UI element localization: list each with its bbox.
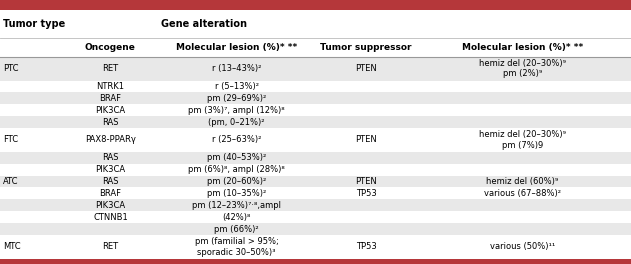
Text: CTNNB1: CTNNB1 [93, 213, 128, 222]
Text: MTC: MTC [3, 242, 21, 251]
Bar [0, 199, 631, 211]
Bar [0, 92, 631, 104]
Text: (42%)⁸: (42%)⁸ [223, 213, 251, 222]
Text: r (25–63%)²: r (25–63%)² [212, 135, 261, 144]
Bar [0, 235, 631, 259]
Text: pm (3%)⁷, ampl (12%)⁸: pm (3%)⁷, ampl (12%)⁸ [188, 106, 285, 115]
Bar [0, 259, 631, 264]
Text: TP53: TP53 [356, 189, 376, 198]
Text: NTRK1: NTRK1 [97, 82, 124, 91]
Bar [0, 128, 631, 152]
Bar [0, 116, 631, 128]
Bar [0, 223, 631, 235]
Text: pm (familial > 95%;
sporadic 30–50%)³: pm (familial > 95%; sporadic 30–50%)³ [195, 237, 278, 257]
Text: PIK3CA: PIK3CA [95, 201, 126, 210]
Text: PAX8-PPARγ: PAX8-PPARγ [85, 135, 136, 144]
Text: r (5–13%)²: r (5–13%)² [215, 82, 259, 91]
Bar [0, 176, 631, 187]
Text: pm (40–53%)²: pm (40–53%)² [207, 153, 266, 162]
Text: (pm, 0–21%)²: (pm, 0–21%)² [208, 117, 265, 127]
Text: hemiz del (60%)⁹: hemiz del (60%)⁹ [486, 177, 558, 186]
Bar [0, 187, 631, 199]
Text: PTEN: PTEN [355, 135, 377, 144]
Text: pm (12–23%)⁷·⁸,ampl: pm (12–23%)⁷·⁸,ampl [192, 201, 281, 210]
Bar [0, 104, 631, 116]
Text: hemiz del (20–30%)⁹
pm (2%)⁹: hemiz del (20–30%)⁹ pm (2%)⁹ [479, 59, 565, 78]
Text: ATC: ATC [3, 177, 19, 186]
Bar [0, 211, 631, 223]
Text: FTC: FTC [3, 135, 18, 144]
Text: pm (66%)²: pm (66%)² [215, 224, 259, 234]
Text: RET: RET [102, 64, 119, 73]
Text: Molecular lesion (%)* **: Molecular lesion (%)* ** [461, 43, 583, 52]
Bar [0, 57, 631, 81]
Text: Tumor suppressor: Tumor suppressor [320, 43, 412, 52]
Text: RAS: RAS [102, 177, 119, 186]
Text: RET: RET [102, 242, 119, 251]
Text: various (67–88%)²: various (67–88%)² [483, 189, 561, 198]
Text: r (13–43%)²: r (13–43%)² [212, 64, 261, 73]
Text: Tumor type: Tumor type [3, 19, 66, 29]
Bar [0, 152, 631, 164]
Text: PTEN: PTEN [355, 64, 377, 73]
Text: pm (29–69%)²: pm (29–69%)² [207, 94, 266, 103]
Text: pm (6%)⁸, ampl (28%)⁸: pm (6%)⁸, ampl (28%)⁸ [188, 165, 285, 174]
Bar [0, 164, 631, 176]
Text: pm (10–35%)²: pm (10–35%)² [207, 189, 266, 198]
Text: Oncogene: Oncogene [85, 43, 136, 52]
Bar [0, 0, 631, 10]
Text: PTC: PTC [3, 64, 19, 73]
Text: RAS: RAS [102, 117, 119, 127]
Text: pm (20–60%)²: pm (20–60%)² [207, 177, 266, 186]
Text: Gene alteration: Gene alteration [161, 19, 247, 29]
Text: BRAF: BRAF [100, 189, 121, 198]
Text: PTEN: PTEN [355, 177, 377, 186]
Text: hemiz del (20–30%)⁹
pm (7%)9: hemiz del (20–30%)⁹ pm (7%)9 [479, 130, 565, 150]
Text: various (50%)¹¹: various (50%)¹¹ [490, 242, 555, 251]
Text: RAS: RAS [102, 153, 119, 162]
Text: Molecular lesion (%)* **: Molecular lesion (%)* ** [176, 43, 297, 52]
Text: TP53: TP53 [356, 242, 376, 251]
Text: BRAF: BRAF [100, 94, 121, 103]
Bar [0, 81, 631, 92]
Text: PIK3CA: PIK3CA [95, 165, 126, 174]
Text: PIK3CA: PIK3CA [95, 106, 126, 115]
